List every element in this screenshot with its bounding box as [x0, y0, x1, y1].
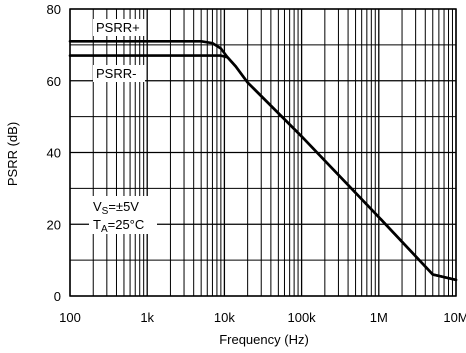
ambient-temperature-value: =25°C — [108, 217, 145, 232]
x-tick-label: 100 — [59, 310, 81, 325]
supply-voltage-sub: S — [102, 206, 109, 217]
psrr-minus-label: PSRR- — [96, 66, 136, 81]
psrr-minus-label-bg — [93, 65, 145, 82]
y-tick-label: 40 — [47, 146, 61, 161]
y-tick-label: 20 — [47, 217, 61, 232]
x-tick-label: 100k — [287, 310, 316, 325]
annotation-layer: PSRR+ PSRR- VS=±5V TA=25°C — [89, 19, 157, 235]
x-tick-label: 10M — [443, 310, 466, 325]
tick-labels: 100 1k 10k 100k 1M 10M 0 20 40 60 80 — [47, 2, 466, 325]
y-tick-label: 60 — [47, 74, 61, 89]
conditions-bg — [89, 196, 157, 234]
series-layer — [68, 39, 458, 282]
psrr-plus-label-bg — [93, 19, 145, 36]
x-tick-label: 1k — [140, 310, 154, 325]
supply-voltage-main: V — [93, 199, 102, 214]
x-tick-label: 1M — [370, 310, 388, 325]
supply-voltage-value: =±5V — [108, 199, 139, 214]
x-tick-label: 10k — [214, 310, 235, 325]
psrr-plus-label: PSRR+ — [96, 20, 140, 35]
y-tick-label: 80 — [47, 2, 61, 17]
y-axis-title: PSRR (dB) — [5, 122, 20, 186]
x-axis-title: Frequency (Hz) — [219, 332, 309, 347]
grid-major — [69, 8, 457, 297]
y-tick-label: 0 — [54, 289, 61, 304]
plot-frame — [69, 8, 457, 297]
ambient-temperature-main: T — [93, 217, 101, 232]
ambient-temperature-sub: A — [101, 224, 108, 235]
supply-voltage-label: VS=±5V — [93, 199, 139, 217]
series-line-psrr-minus — [68, 54, 458, 282]
ambient-temperature-label: TA=25°C — [93, 217, 144, 235]
